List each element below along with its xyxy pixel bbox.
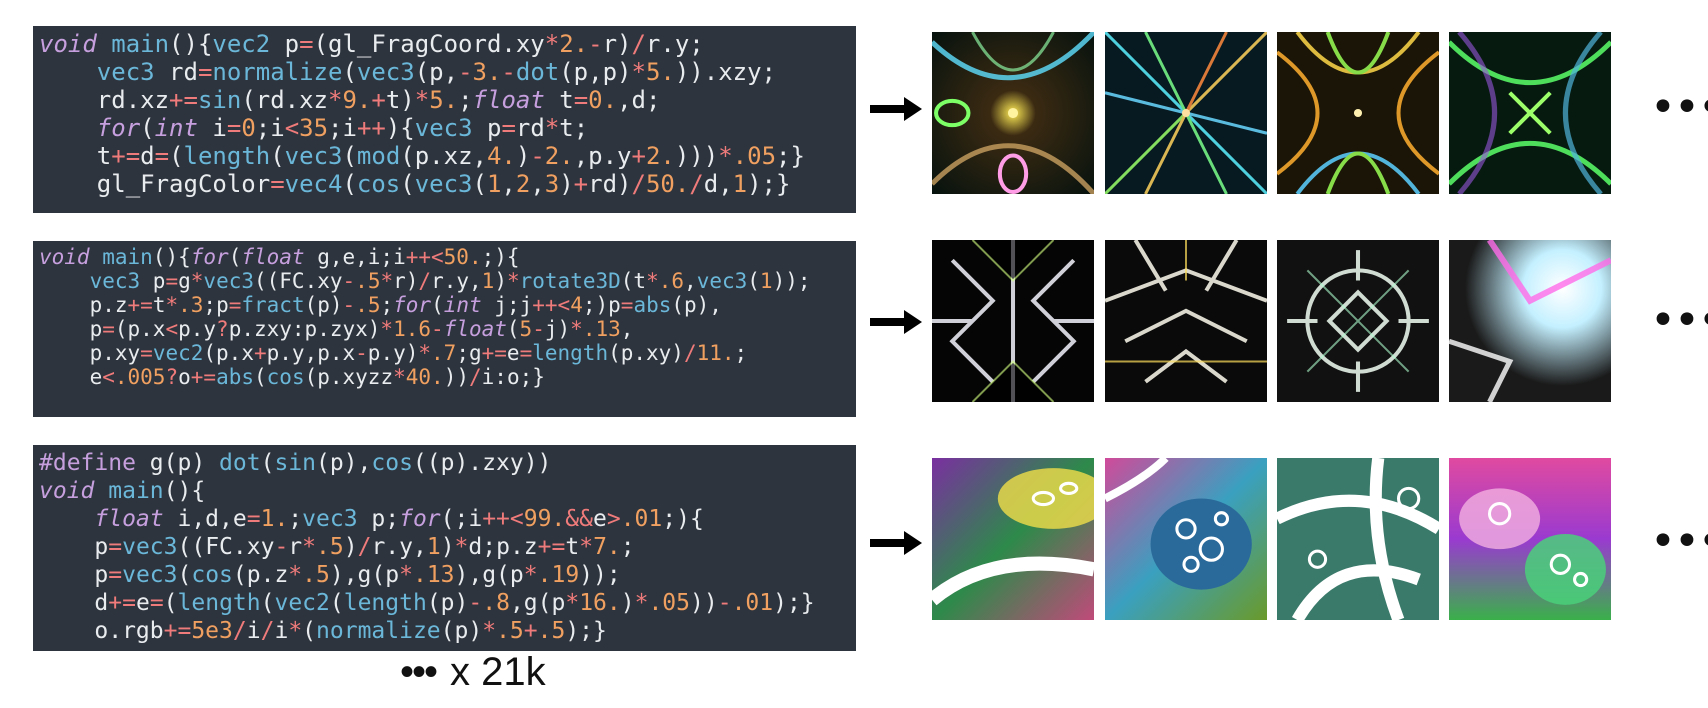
- caption-count: x 21k: [450, 650, 546, 694]
- more-ellipsis: •••: [1650, 516, 1708, 567]
- more-ellipsis: •••: [1650, 295, 1708, 346]
- code-line: p=(p.x<p.y?p.zxy:p.zyx)*1.6-float(5-j)*.…: [39, 317, 634, 341]
- shader-code-block-3: #define g(p) dot(sin(p),cos((p).zxy)) vo…: [33, 445, 856, 651]
- code-line: o.rgb+=5e3/i/i*(normalize(p)*.5+.5);}: [39, 618, 607, 644]
- code-line: gl_FragColor=vec4(cos(vec3(1,2,3)+rd)/50…: [39, 170, 791, 198]
- code-line: p=vec3(cos(p.z*.5),g(p*.13),g(p*.19));: [39, 562, 621, 588]
- code-line: #define g(p) dot(sin(p),cos((p).zxy)): [39, 450, 552, 476]
- code-line: rd.xz+=sin(rd.xz*9.+t)*5.;float t=0.,d;: [39, 86, 661, 114]
- render-thumbnail-1-4: [1449, 32, 1611, 194]
- dataset-size-caption: ••• x 21k: [400, 652, 546, 692]
- render-thumbnail-1-2: [1105, 32, 1267, 194]
- code-line: t+=d=(length(vec3(mod(p.xz,4.)-2.,p.y+2.…: [39, 142, 805, 170]
- render-thumbnail-2-4: [1449, 240, 1611, 402]
- code-line: void main(){: [39, 478, 206, 504]
- render-thumbnail-1-3: [1277, 32, 1439, 194]
- render-thumbnail-3-2: [1105, 458, 1267, 620]
- render-thumbnail-3-1: [932, 458, 1094, 620]
- more-ellipsis: •••: [1650, 82, 1708, 133]
- right-arrow-icon: [870, 531, 922, 555]
- render-thumbnail-3-4: [1449, 458, 1611, 620]
- code-line: void main(){for(float g,e,i;i++<50.;){: [39, 245, 520, 269]
- right-arrow-icon: [870, 310, 922, 334]
- code-line: p.z+=t*.3;p=fract(p)-.5;for(int j;j++<4;…: [39, 293, 722, 317]
- shader-code-block-2: void main(){for(float g,e,i;i++<50.;){ v…: [33, 241, 856, 417]
- code-line: for(int i=0;i<35;i++){vec3 p=rd*t;: [96, 114, 589, 142]
- render-thumbnail-3-3: [1277, 458, 1439, 620]
- code-line: p=vec3((FC.xy-r*.5)/r.y,1)*d;p.z+=t*7.;: [39, 534, 635, 560]
- code-line: p.xy=vec2(p.x+p.y,p.x-p.y)*.7;g+=e=lengt…: [39, 341, 748, 365]
- code-line: void main(){vec2 p=(gl_FragCoord.xy*2.-r…: [39, 30, 704, 58]
- caption-ellipsis: •••: [400, 650, 438, 694]
- shader-code-block-1: void main(){vec2 p=(gl_FragCoord.xy*2.-r…: [33, 26, 856, 213]
- code-line: vec3 p=g*vec3((FC.xy-.5*r)/r.y,1)*rotate…: [89, 269, 811, 293]
- code-line: float i,d,e=1.;vec3 p;for(;i++<99.&&e>.0…: [94, 506, 704, 532]
- code-line: d+=e=(length(vec2(length(p)-.8,g(p*16.)*…: [39, 590, 815, 616]
- render-thumbnail-2-3: [1277, 240, 1439, 402]
- code-line: e<.005?o+=abs(cos(p.xyzz*40.))/i:o;}: [39, 365, 545, 389]
- code-line: vec3 rd=normalize(vec3(p,-3.-dot(p,p)*5.…: [96, 58, 776, 86]
- render-thumbnail-1-1: [932, 32, 1094, 194]
- right-arrow-icon: [870, 97, 922, 121]
- render-thumbnail-2-2: [1105, 240, 1267, 402]
- render-thumbnail-2-1: [932, 240, 1094, 402]
